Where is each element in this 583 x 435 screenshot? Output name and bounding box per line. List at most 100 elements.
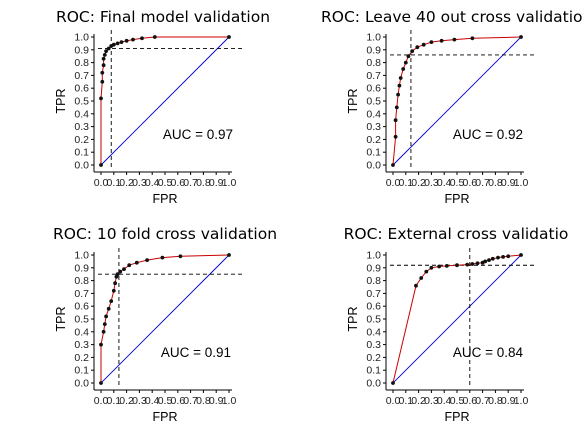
roc-point	[124, 38, 129, 43]
y-tick-label: 0.8	[74, 275, 89, 287]
roc-point	[100, 79, 105, 84]
x-tick-label: 0.5	[450, 177, 465, 189]
roc-point	[465, 262, 470, 267]
x-tick-label: 0.9	[501, 177, 516, 189]
y-tick-label: 0.5	[74, 314, 89, 326]
roc-point	[391, 163, 395, 167]
roc-point	[393, 134, 398, 139]
auc-annotation: AUC = 0.84	[453, 345, 524, 360]
chance-diagonal-line	[392, 254, 522, 384]
y-tick-label: 1.0	[366, 250, 381, 262]
x-tick-label: 0.9	[501, 395, 516, 407]
y-tick-label: 0.8	[74, 57, 89, 69]
roc-point	[487, 258, 491, 262]
y-tick-label: 0.2	[74, 352, 89, 364]
roc-point	[127, 263, 132, 268]
x-tick-label: 0.6	[462, 177, 477, 189]
x-tick-label: 0.3	[132, 177, 147, 189]
roc-point	[101, 63, 106, 68]
roc-point	[496, 255, 500, 260]
chance-diagonal-line	[100, 254, 230, 384]
x-tick-label: 0.4	[437, 395, 452, 407]
roc-point	[104, 49, 108, 53]
roc-point	[452, 37, 457, 42]
roc-point	[100, 70, 105, 75]
roc-point	[444, 264, 449, 268]
y-tick-label: 0.5	[74, 96, 89, 108]
x-tick-label: 0.4	[145, 395, 160, 407]
x-tick-label: 0.6	[462, 395, 477, 407]
y-axis-label: TPR	[54, 307, 68, 332]
roc-point	[152, 35, 157, 39]
roc-point	[227, 35, 231, 39]
roc-point	[393, 118, 398, 123]
x-tick-label: 0.0	[94, 177, 109, 189]
panel-title: ROC: External cross validatio	[344, 225, 569, 243]
x-tick-label: 0.8	[196, 395, 211, 407]
y-tick-label: 0.2	[366, 134, 381, 146]
y-tick-label: 0.3	[74, 339, 89, 351]
roc-point	[506, 254, 511, 259]
y-tick-label: 0.9	[366, 262, 381, 274]
y-tick-label: 0.2	[366, 352, 381, 364]
x-axis-label: FPR	[445, 410, 470, 424]
x-tick-label: 1.0	[514, 395, 529, 407]
roc-panel-3: ROC: 10 fold cross validation0.00.10.20.…	[53, 225, 277, 424]
x-axis-label: FPR	[153, 410, 178, 424]
roc-point	[119, 40, 124, 44]
y-tick-label: 0.1	[366, 147, 381, 159]
roc-point	[397, 83, 402, 88]
y-tick-label: 0.2	[74, 134, 89, 146]
roc-point	[131, 37, 135, 42]
roc-point	[490, 256, 495, 261]
roc-point	[111, 288, 116, 293]
roc-point	[115, 272, 120, 277]
y-tick-label: 0.4	[74, 108, 89, 120]
roc-point	[403, 60, 408, 65]
chance-diagonal-line	[100, 36, 230, 166]
roc-point	[99, 381, 103, 385]
roc-point	[429, 40, 434, 44]
roc-point	[419, 276, 424, 280]
roc-point	[140, 36, 144, 41]
panel-title: ROC: Leave 40 out cross validatio	[321, 8, 583, 26]
y-tick-label: 0.6	[74, 83, 89, 95]
y-tick-label: 0.8	[366, 57, 381, 69]
y-tick-label: 0.3	[74, 121, 89, 133]
x-tick-label: 0.4	[145, 177, 160, 189]
y-tick-label: 0.4	[74, 326, 89, 338]
roc-point	[109, 299, 114, 303]
y-tick-label: 1.0	[74, 250, 89, 262]
roc-point	[145, 258, 150, 262]
roc-point	[115, 41, 120, 46]
panel-title: ROC: 10 fold cross validation	[53, 225, 277, 243]
roc-point	[396, 92, 400, 97]
x-tick-label: 0.1	[106, 177, 121, 189]
roc-point	[106, 46, 111, 51]
x-tick-label: 1.0	[222, 395, 237, 407]
y-tick-label: 0.9	[366, 44, 381, 56]
roc-point	[227, 253, 231, 257]
roc-point	[160, 255, 165, 260]
y-tick-label: 0.4	[366, 108, 381, 120]
x-tick-label: 0.7	[475, 177, 490, 189]
roc-panel-2: ROC: Leave 40 out cross validatio0.00.10…	[321, 8, 583, 206]
roc-point	[122, 267, 126, 271]
roc-point	[104, 314, 108, 319]
roc-point	[134, 260, 139, 265]
auc-annotation: AUC = 0.91	[161, 345, 231, 360]
roc-point	[99, 342, 103, 347]
roc-point	[118, 269, 123, 274]
x-tick-label: 0.2	[119, 177, 134, 189]
roc-point	[414, 283, 418, 288]
y-tick-label: 1.0	[366, 32, 381, 44]
x-tick-label: 0.5	[158, 177, 173, 189]
roc-point	[102, 53, 107, 57]
roc-point	[102, 322, 107, 326]
x-tick-label: 0.9	[209, 395, 224, 407]
roc-point	[470, 36, 475, 41]
roc-panel-1: ROC: Final model validation0.00.10.20.30…	[54, 8, 270, 206]
y-tick-label: 0.7	[366, 70, 381, 82]
roc-point	[99, 96, 103, 101]
